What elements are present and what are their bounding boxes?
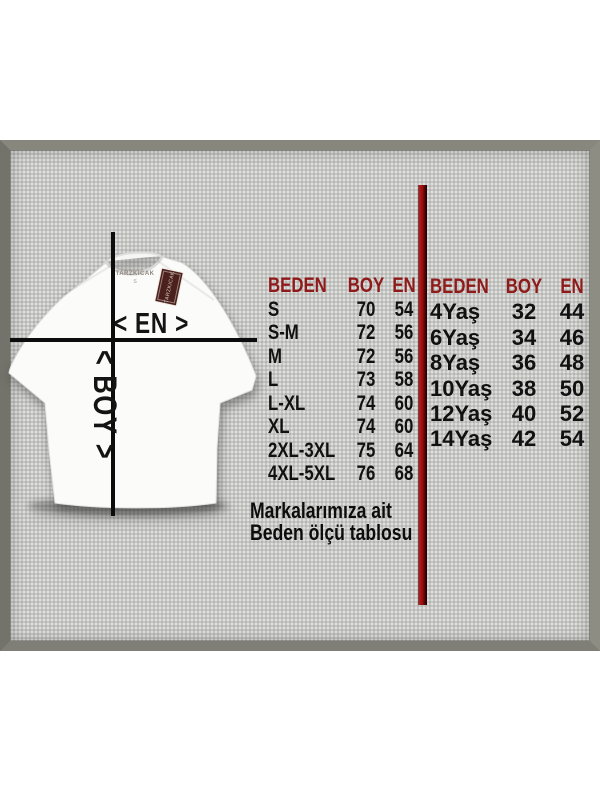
- caption-line-1: Markalarımıza ait: [250, 498, 392, 523]
- width-measurement-line: [10, 338, 257, 342]
- size-value: 74: [356, 415, 376, 438]
- table-divider-line: [419, 185, 427, 605]
- hang-tag: TARZKICAK: [154, 267, 184, 307]
- size-row: S 70 54: [268, 298, 420, 322]
- column-header: BEDEN: [430, 274, 489, 298]
- size-value: 32: [511, 299, 537, 325]
- size-value: 72: [356, 344, 376, 368]
- size-label: 6Yaş: [430, 324, 481, 350]
- table-header-row: BEDEN BOY EN: [268, 274, 420, 298]
- size-value: 44: [559, 299, 585, 325]
- size-label: 12Yaş: [430, 400, 493, 426]
- size-label: M: [268, 344, 282, 368]
- size-row: L 73 58: [268, 368, 420, 392]
- size-label: XL: [268, 415, 290, 438]
- size-value: 60: [394, 391, 414, 415]
- size-row: 8Yaş 36 48: [430, 350, 600, 375]
- size-table-kids: BEDEN BOY EN 4Yaş 32 44 6Yaş 34 46 8Yaş 36 48 10Yaş 3…: [430, 274, 600, 452]
- size-value: 36: [511, 350, 537, 376]
- collar-rib: [103, 255, 165, 274]
- size-row: 2XL-3XL 75 64: [268, 439, 420, 463]
- column-header: EN: [392, 274, 416, 297]
- size-row: 4Yaş 32 44: [430, 299, 600, 324]
- size-row: L-XL 74 60: [268, 392, 420, 416]
- size-value: 46: [559, 324, 585, 350]
- size-row: 12Yaş 40 52: [430, 401, 600, 426]
- size-row: 14Yaş 42 54: [430, 426, 600, 451]
- size-value: 48: [559, 350, 585, 376]
- size-row: 4XL-5XL 76 68: [268, 462, 420, 486]
- neck-size-label: S: [133, 279, 137, 285]
- size-table-adult: BEDEN BOY EN S 70 54 S-M 72 56 M 72 56 L 73 58 L-XL 74 60…: [268, 274, 420, 486]
- size-value: 60: [394, 415, 414, 438]
- size-label: 2XL-3XL: [268, 438, 336, 462]
- textured-panel-frame: [0, 140, 600, 651]
- size-value: 42: [511, 426, 537, 452]
- shirt-body: [8, 256, 257, 509]
- size-value: 38: [511, 375, 537, 401]
- size-value: 73: [356, 368, 376, 391]
- size-label: L: [268, 368, 279, 391]
- length-measurement-line: [111, 232, 115, 516]
- size-row: S-M 72 56: [268, 321, 420, 345]
- size-label: S-M: [268, 321, 299, 344]
- size-row: XL 74 60: [268, 415, 420, 439]
- length-arrow-label: < BOY >: [87, 350, 123, 461]
- size-value: 68: [394, 462, 414, 485]
- column-header: BOY: [347, 274, 385, 297]
- size-label: 4Yaş: [430, 299, 481, 325]
- size-value: 72: [356, 321, 376, 344]
- size-label: 4XL-5XL: [268, 462, 336, 485]
- collar-back: [107, 251, 162, 262]
- size-value: 52: [559, 400, 585, 426]
- size-label: 10Yaş: [430, 375, 493, 401]
- size-value: 74: [356, 391, 376, 415]
- width-arrow-label: < EN >: [114, 308, 190, 340]
- size-value: 64: [394, 438, 414, 462]
- column-header: EN: [560, 274, 584, 298]
- size-label: L-XL: [268, 391, 306, 415]
- caption-line-2: Beden ölçü tablosu: [250, 520, 413, 545]
- size-value: 75: [356, 438, 376, 462]
- size-value: 56: [394, 321, 414, 344]
- size-row: M 72 56: [268, 345, 420, 369]
- size-label: S: [268, 297, 280, 321]
- column-header: BEDEN: [268, 274, 327, 297]
- tshirt-graphic: TARZKICAK S TARZKICAK: [8, 251, 257, 515]
- size-value: 54: [559, 426, 585, 452]
- size-label: 14Yaş: [430, 426, 493, 452]
- size-value: 54: [394, 297, 414, 321]
- size-value: 56: [394, 344, 414, 368]
- size-label: 8Yaş: [430, 350, 481, 376]
- raglan-seam-right: [157, 260, 215, 301]
- size-value: 58: [394, 368, 414, 391]
- size-value: 40: [511, 400, 537, 426]
- size-row: 10Yaş 38 50: [430, 376, 600, 401]
- size-row: 6Yaş 34 46: [430, 325, 600, 350]
- raglan-seam-left: [61, 264, 113, 297]
- column-header: BOY: [505, 274, 543, 298]
- size-value: 50: [559, 375, 585, 401]
- size-value: 76: [356, 462, 376, 485]
- neck-label: TARZKICAK: [115, 271, 154, 277]
- size-value: 70: [356, 297, 376, 321]
- table-header-row: BEDEN BOY EN: [430, 274, 598, 299]
- caption: Markalarımıza ait Beden ölçü tablosu: [250, 500, 412, 544]
- size-value: 34: [511, 324, 537, 350]
